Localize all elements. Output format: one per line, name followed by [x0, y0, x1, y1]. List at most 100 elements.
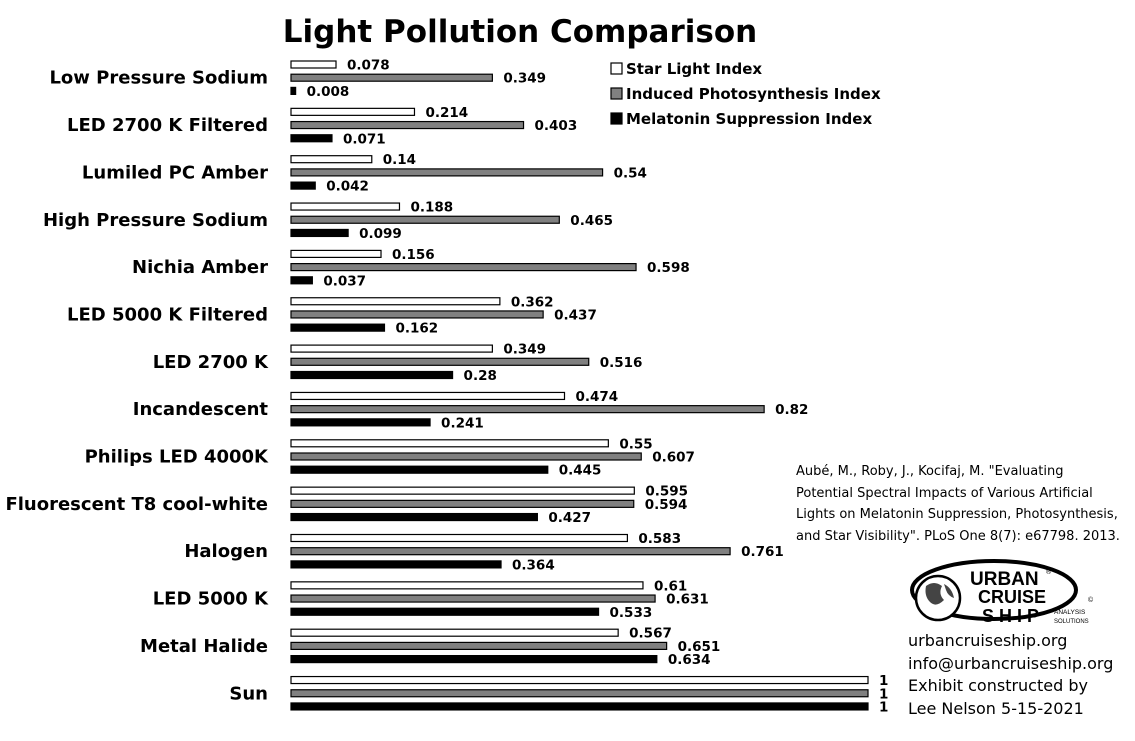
logo-text-solutions: SOLUTIONS: [1054, 619, 1089, 625]
category-label-incandescent: Incandescent: [133, 399, 269, 420]
bar-star-light-index-high-pressure-sodium: [290, 202, 401, 211]
bar-induced-photosynthesis-index-philips-led-4000k: [290, 452, 642, 461]
value-label-induced-photosynthesis-index-halogen: 0.761: [741, 544, 784, 560]
citation-line: Lights on Melatonin Suppression, Photosy…: [796, 507, 1118, 522]
bars-layer: Low Pressure Sodium 0.078 0.349 0.008 LED 27…: [5, 58, 888, 716]
bar-melatonin-suppression-index-fluorescent-t8-cool-white: [290, 512, 538, 522]
bar-induced-photosynthesis-index-low-pressure-sodium: [290, 73, 493, 82]
urban-cruise-ship-logo: URBAN ® CRUISE SHIP ANALYSIS SOLUTIONS ©: [910, 559, 1094, 626]
bar-melatonin-suppression-index-incandescent: [290, 418, 431, 427]
value-label-induced-photosynthesis-index-fluorescent-t8-cool-white: 0.594: [645, 497, 688, 513]
legend-label-melatonin-suppression-index: Melatonin Suppression Index: [626, 110, 872, 128]
bar-induced-photosynthesis-index-lumiled-pc-amber: [290, 168, 604, 177]
value-label-star-light-index-sun: 1: [879, 673, 888, 689]
value-label-induced-photosynthesis-index-nichia-amber: 0.598: [647, 260, 690, 276]
value-label-induced-photosynthesis-index-led-5000-k: 0.631: [666, 592, 709, 608]
citation: Aubé, M., Roby, J., Kocifaj, M. "Evaluat…: [796, 461, 1126, 547]
bar-induced-photosynthesis-index-halogen: [290, 547, 731, 556]
bar-star-light-index-fluorescent-t8-cool-white: [290, 486, 635, 495]
category-label-sun: Sun: [229, 683, 268, 704]
category-label-led-5000-k: LED 5000 K: [153, 589, 269, 610]
bar-melatonin-suppression-index-led-5000-k: [290, 607, 600, 616]
value-label-melatonin-suppression-index-low-pressure-sodium: 0.008: [307, 84, 350, 100]
value-label-star-light-index-high-pressure-sodium: 0.188: [410, 200, 453, 216]
credit-line: Lee Nelson 5-15-2021: [908, 698, 1084, 718]
bar-star-light-index-low-pressure-sodium: [290, 60, 337, 69]
bar-induced-photosynthesis-index-led-5000-k-filtered: [290, 310, 544, 319]
value-label-star-light-index-fluorescent-t8-cool-white: 0.595: [645, 484, 688, 500]
bar-melatonin-suppression-index-led-2700-k: [290, 370, 454, 380]
bar-star-light-index-nichia-amber: [290, 249, 382, 258]
value-label-star-light-index-led-5000-k-filtered: 0.362: [511, 294, 554, 310]
legend-label-induced-photosynthesis-index: Induced Photosynthesis Index: [626, 85, 881, 103]
legend-swatch-star-light-index: [610, 62, 623, 75]
category-label-led-2700-k: LED 2700 K: [153, 352, 269, 373]
bar-melatonin-suppression-index-philips-led-4000k: [290, 465, 549, 474]
category-label-low-pressure-sodium: Low Pressure Sodium: [49, 68, 268, 89]
contact-block: urbancruiseship.org info@urbancruiseship…: [908, 630, 1113, 720]
logo-text-ship: SHIP: [982, 606, 1044, 626]
bar-star-light-index-philips-led-4000k: [290, 439, 609, 448]
bar-melatonin-suppression-index-sun: [290, 702, 869, 711]
bar-star-light-index-led-5000-k: [290, 581, 644, 590]
bar-star-light-index-lumiled-pc-amber: [290, 155, 373, 164]
email-text: info@urbancruiseship.org: [908, 653, 1114, 673]
value-label-star-light-index-incandescent: 0.474: [575, 389, 618, 405]
bar-melatonin-suppression-index-nichia-amber: [290, 276, 313, 285]
value-label-star-light-index-nichia-amber: 0.156: [392, 247, 435, 263]
value-label-star-light-index-led-5000-k: 0.61: [654, 578, 687, 594]
category-label-led-2700-k-filtered: LED 2700 K Filtered: [67, 115, 268, 136]
category-label-philips-led-4000k: Philips LED 4000K: [85, 447, 269, 468]
website-text: urbancruiseship.org: [908, 631, 1068, 650]
value-label-melatonin-suppression-index-led-2700-k-filtered: 0.071: [343, 131, 386, 147]
value-label-star-light-index-philips-led-4000k: 0.55: [619, 436, 652, 452]
citation-line: Aubé, M., Roby, J., Kocifaj, M. "Evaluat…: [796, 464, 1064, 479]
value-label-induced-photosynthesis-index-low-pressure-sodium: 0.349: [503, 71, 546, 87]
bar-star-light-index-led-5000-k-filtered: [290, 297, 501, 306]
value-label-melatonin-suppression-index-lumiled-pc-amber: 0.042: [326, 179, 369, 195]
bar-melatonin-suppression-index-high-pressure-sodium: [290, 228, 349, 238]
value-label-star-light-index-led-2700-k-filtered: 0.214: [425, 105, 468, 121]
category-label-led-5000-k-filtered: LED 5000 K Filtered: [67, 304, 268, 325]
value-label-induced-photosynthesis-index-led-5000-k-filtered: 0.437: [554, 307, 597, 323]
logo-ellipse: [910, 559, 1078, 621]
value-label-melatonin-suppression-index-led-2700-k: 0.28: [464, 368, 497, 384]
value-label-star-light-index-halogen: 0.583: [638, 531, 681, 547]
value-label-induced-photosynthesis-index-led-2700-k-filtered: 0.403: [535, 118, 578, 134]
value-label-star-light-index-metal-halide: 0.567: [629, 626, 672, 642]
bar-induced-photosynthesis-index-led-2700-k-filtered: [290, 120, 525, 130]
bar-star-light-index-incandescent: [290, 391, 566, 401]
value-label-melatonin-suppression-index-led-5000-k-filtered: 0.162: [395, 321, 438, 337]
bar-induced-photosynthesis-index-fluorescent-t8-cool-white: [290, 499, 635, 508]
value-label-induced-photosynthesis-index-metal-halide: 0.651: [678, 639, 721, 655]
legend-swatch-induced-photosynthesis-index: [610, 87, 623, 100]
value-label-melatonin-suppression-index-incandescent: 0.241: [441, 415, 484, 431]
bar-induced-photosynthesis-index-incandescent: [290, 405, 765, 414]
logo-copyright-mark: ©: [1088, 596, 1094, 604]
bar-induced-photosynthesis-index-led-5000-k: [290, 594, 656, 603]
bar-star-light-index-sun: [290, 675, 869, 685]
value-label-melatonin-suppression-index-high-pressure-sodium: 0.099: [359, 226, 402, 242]
bar-melatonin-suppression-index-lumiled-pc-amber: [290, 181, 316, 190]
logo-text-cruise: CRUISE: [978, 587, 1046, 607]
value-label-star-light-index-lumiled-pc-amber: 0.14: [383, 152, 416, 168]
bar-star-light-index-metal-halide: [290, 628, 619, 637]
bar-induced-photosynthesis-index-metal-halide: [290, 641, 668, 651]
globe-continent-shape: [944, 584, 954, 598]
bar-melatonin-suppression-index-metal-halide: [290, 654, 658, 664]
value-label-induced-photosynthesis-index-sun: 1: [879, 686, 888, 702]
category-label-halogen: Halogen: [184, 541, 268, 562]
bar-star-light-index-halogen: [290, 533, 628, 543]
logo-text-analysis: ANALYSIS: [1054, 609, 1086, 616]
legend-label-star-light-index: Star Light Index: [626, 60, 762, 78]
value-label-melatonin-suppression-index-led-5000-k: 0.533: [610, 605, 653, 621]
legend: Star Light Index Induced Photosynthesis I…: [610, 60, 881, 128]
bar-induced-photosynthesis-index-nichia-amber: [290, 263, 637, 272]
globe-continent-shape: [925, 583, 944, 605]
bar-melatonin-suppression-index-low-pressure-sodium: [290, 86, 297, 96]
chart-title: Light Pollution Comparison: [283, 14, 757, 50]
category-label-fluorescent-t8-cool-white: Fluorescent T8 cool-white: [5, 494, 268, 515]
value-label-induced-photosynthesis-index-lumiled-pc-amber: 0.54: [614, 165, 647, 181]
